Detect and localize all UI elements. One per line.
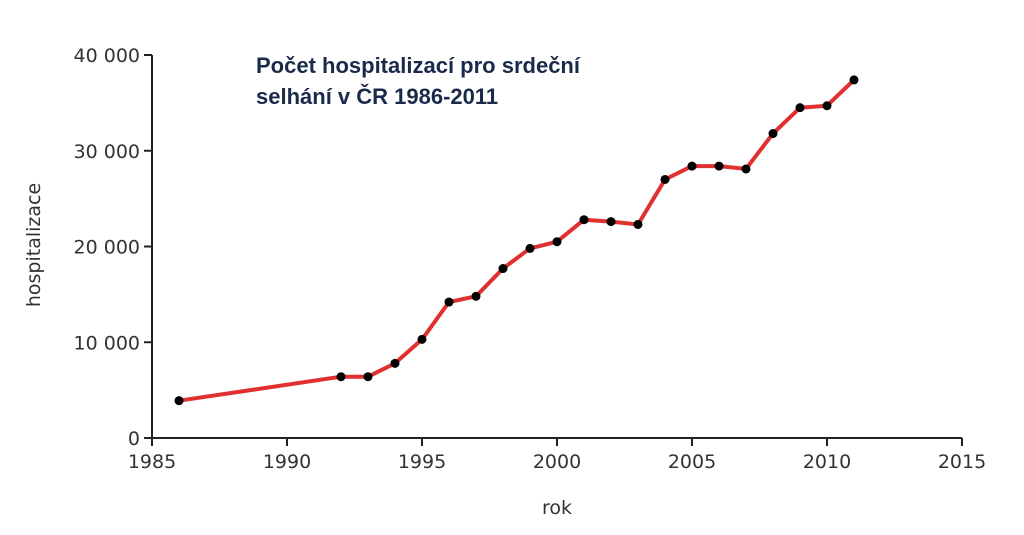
data-point: [525, 243, 535, 253]
data-point: [390, 358, 400, 368]
data-point: [471, 291, 481, 301]
x-tick-label: 1995: [398, 451, 446, 473]
data-point: [606, 217, 616, 227]
data-point: [849, 75, 859, 85]
data-point: [660, 174, 670, 184]
data-point: [579, 215, 589, 225]
series-layer: [174, 75, 859, 406]
data-point: [363, 372, 373, 382]
x-tick-label: 2015: [938, 451, 986, 473]
chart-title-line-1: Počet hospitalizací pro srdeční: [256, 53, 581, 78]
data-point: [444, 297, 454, 307]
y-tick-label: 30 000: [74, 141, 140, 163]
data-point: [336, 372, 346, 382]
axes: [151, 55, 962, 439]
chart-title-line-2: selhání v ČR 1986-2011: [256, 84, 498, 109]
series-line: [177, 77, 856, 403]
x-tick-label: 2005: [668, 451, 716, 473]
y-axis-ticks: 0 10 000 20 000 30 000 40 000: [74, 45, 152, 450]
y-axis-title: hospitalizace: [23, 183, 45, 307]
x-axis-ticks: 1985 1990 1995 2000 2005 2010 2015: [128, 438, 986, 473]
x-tick-label: 1985: [128, 451, 176, 473]
data-point: [633, 219, 643, 229]
x-axis-title: rok: [542, 497, 572, 519]
y-tick-label: 0: [128, 428, 140, 450]
data-point: [417, 334, 427, 344]
data-point: [552, 237, 562, 247]
data-point: [687, 161, 697, 171]
data-point: [174, 396, 184, 406]
y-tick-label: 20 000: [74, 237, 140, 259]
y-tick-label: 10 000: [74, 332, 140, 354]
data-point: [741, 164, 751, 174]
data-point: [795, 103, 805, 113]
y-tick-label: 40 000: [74, 45, 140, 67]
data-point: [498, 264, 508, 274]
data-point: [822, 101, 832, 111]
data-point: [768, 129, 778, 139]
x-tick-label: 1990: [263, 451, 311, 473]
data-point: [714, 161, 724, 171]
x-tick-label: 2000: [533, 451, 581, 473]
x-tick-label: 2010: [803, 451, 851, 473]
